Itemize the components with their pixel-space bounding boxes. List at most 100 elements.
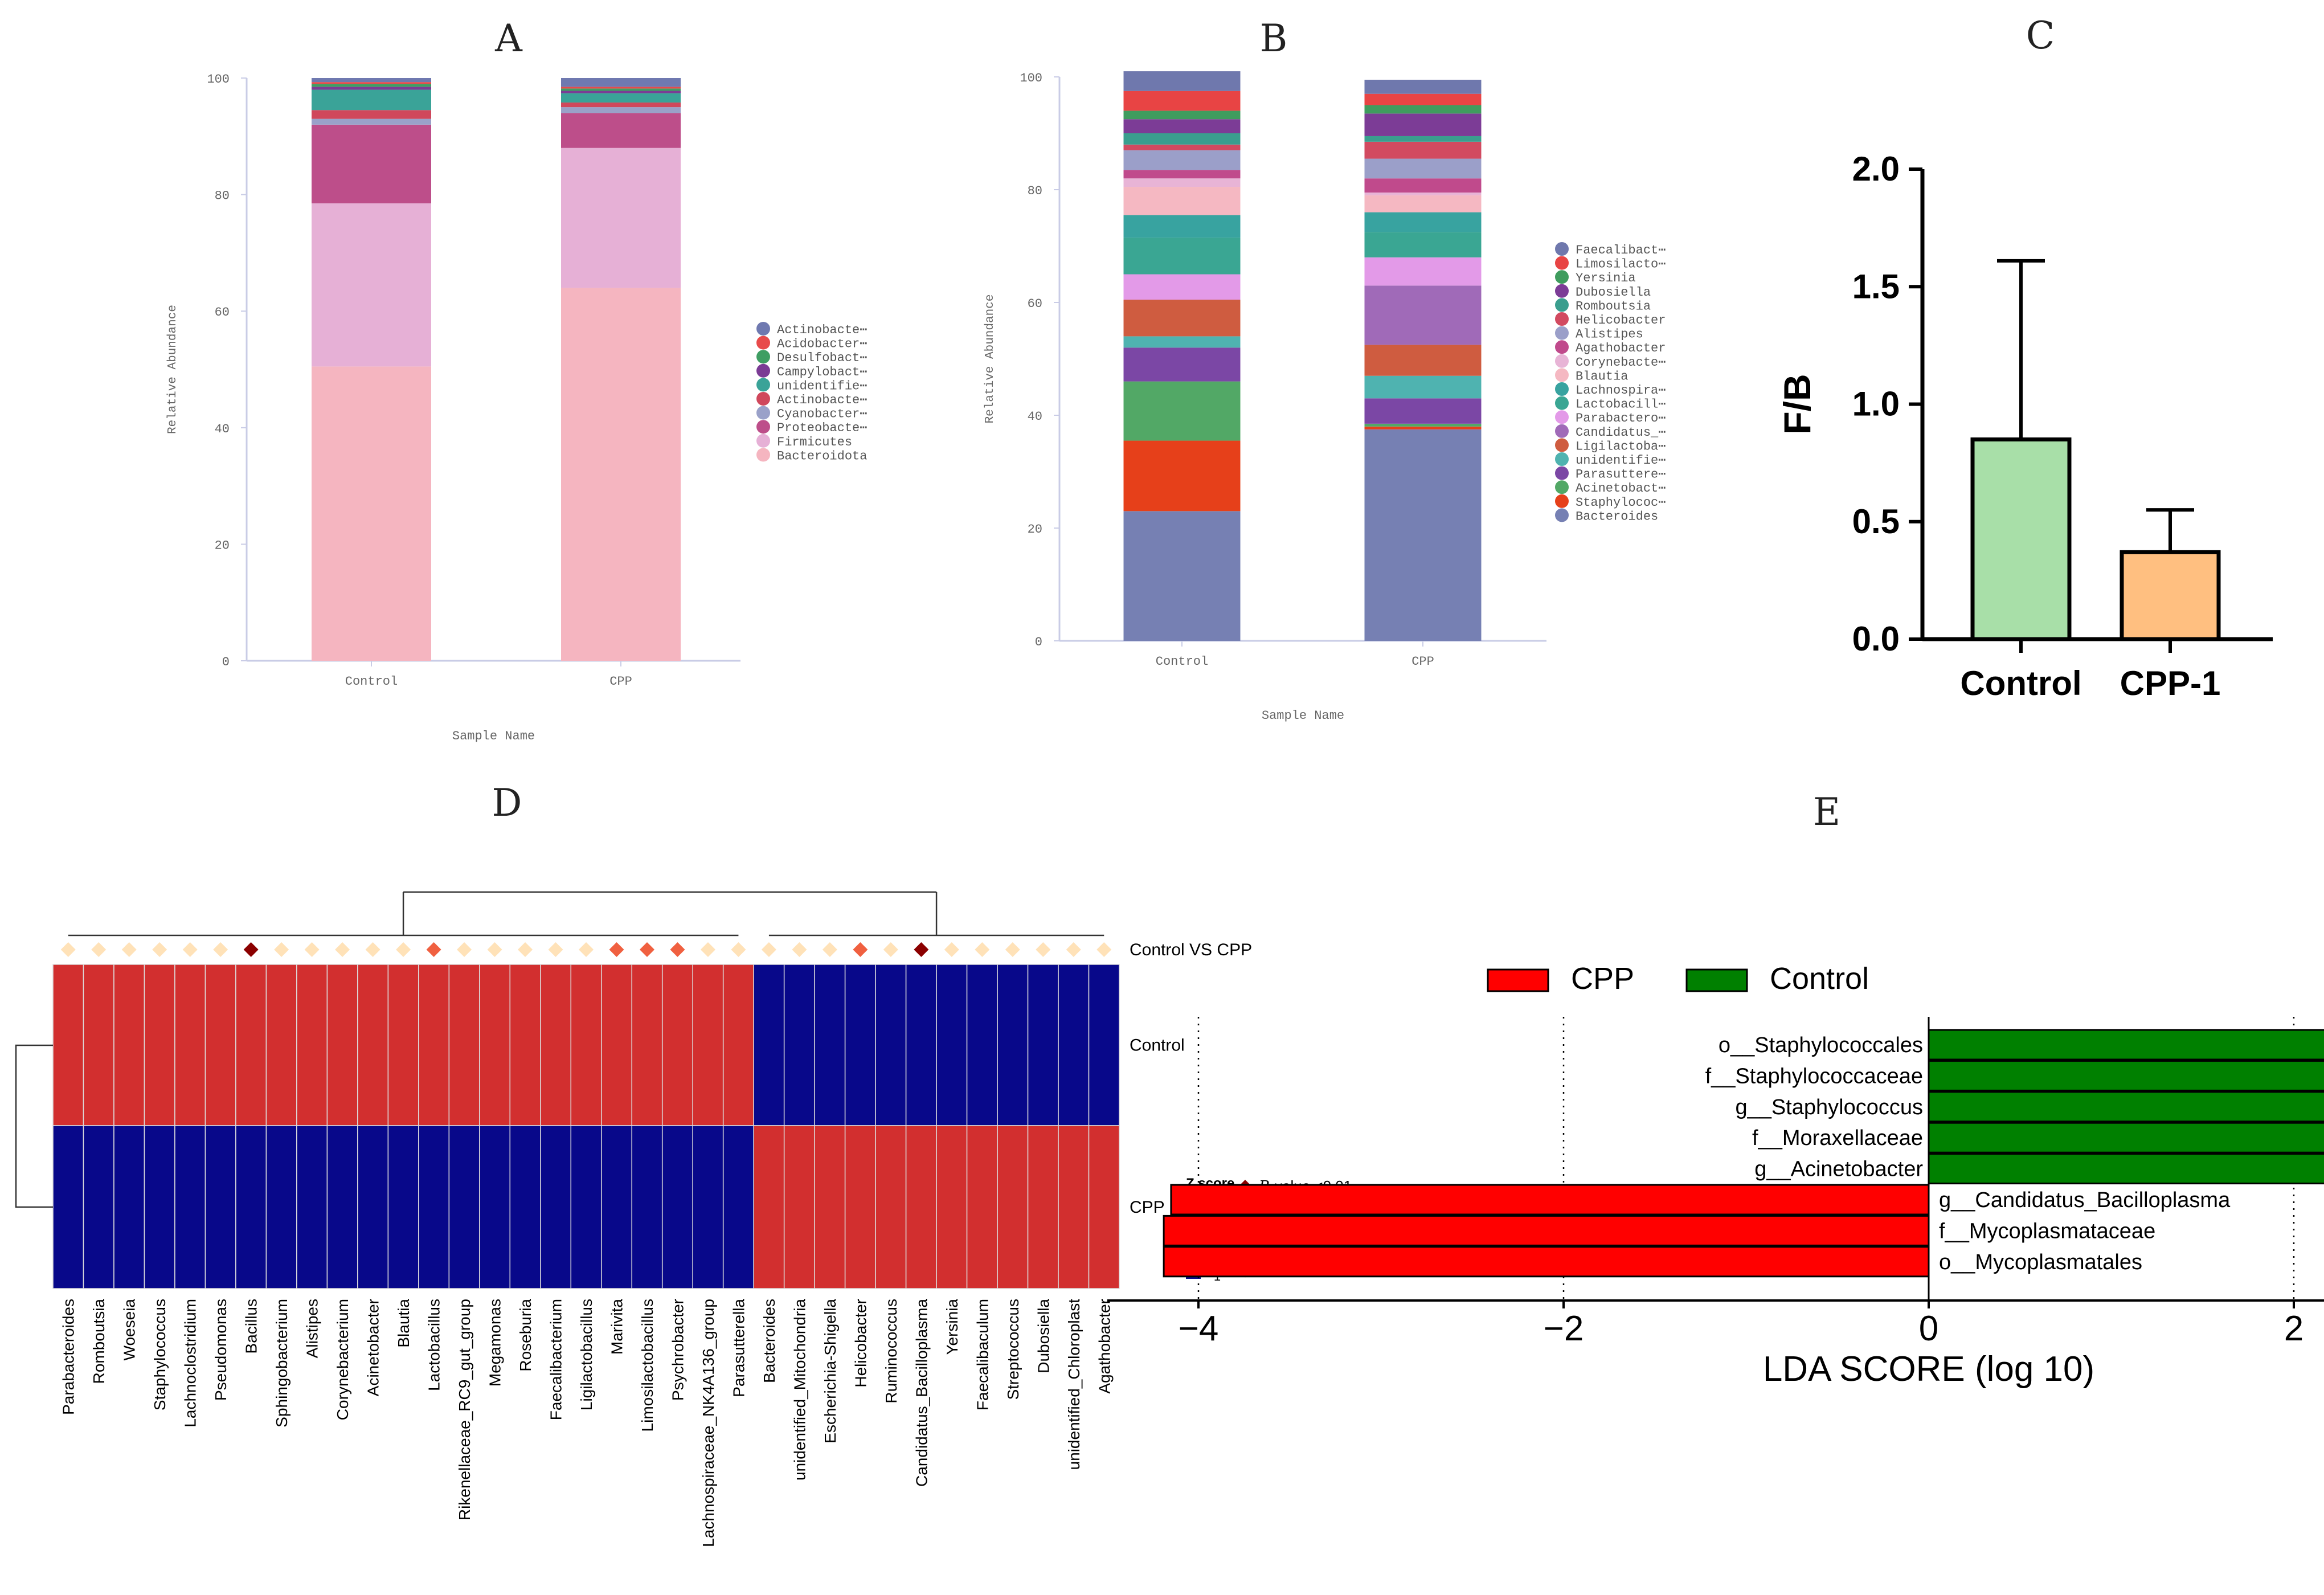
column-label: Parasutterella — [730, 1299, 747, 1397]
heatmap-cell — [722, 964, 754, 1126]
heatmap-cell — [235, 964, 267, 1126]
heatmap-cell — [113, 1125, 145, 1289]
legend-marker — [756, 406, 770, 420]
row-label: CPP — [1130, 1198, 1165, 1217]
significance-marker — [761, 942, 776, 957]
significance-marker — [274, 942, 289, 957]
heatmap-cell — [997, 1125, 1029, 1289]
legend-marker — [1555, 354, 1569, 368]
y-tick-label: 100 — [1020, 71, 1042, 85]
y-tick-label: 1.0 — [1852, 385, 1900, 423]
bar-segment-a-1-9 — [561, 78, 681, 87]
column-label: Candidatus_Bacilloplasma — [913, 1299, 930, 1487]
column-label: Bacteroides — [760, 1299, 778, 1383]
lda-bar-label: o__Staphylococcales — [1719, 1033, 1923, 1057]
bar-segment-a-0-2 — [312, 124, 431, 203]
significance-marker — [487, 942, 502, 957]
column-label: Lachnoclostridium — [182, 1299, 199, 1428]
heatmap-cell — [144, 1125, 175, 1289]
row-dendrogram — [15, 1044, 53, 1208]
x-tick-label: −4 — [1179, 1309, 1219, 1348]
heatmap-cell — [387, 1125, 419, 1289]
heatmap-cell — [357, 1125, 389, 1289]
heatmap-cell — [296, 1125, 328, 1289]
heatmap-cell — [661, 964, 693, 1126]
heatmap-cell — [509, 1125, 541, 1289]
y-tick-label: 100 — [207, 72, 230, 87]
legend-marker — [1555, 508, 1569, 522]
significance-marker — [944, 942, 959, 957]
legend-label: Parasuttere⋯ — [1576, 468, 1666, 482]
significance-marker — [182, 942, 198, 957]
significance-marker — [1066, 942, 1081, 957]
bar-segment-b-1-3 — [1364, 398, 1482, 424]
legend-label: Lachnospira⋯ — [1576, 383, 1666, 398]
column-label: Marivita — [608, 1299, 625, 1355]
panel-title: B — [1260, 17, 1288, 60]
panel-e: E CPP Control o__Staphylococcales f__Staphyl… — [1107, 790, 2324, 1389]
column-label: Romboutsia — [90, 1299, 108, 1384]
bar-segment-b-0-2 — [1123, 381, 1241, 441]
lda-bar — [1170, 1184, 1930, 1216]
bar-segment-b-1-9 — [1364, 212, 1482, 232]
column-label: Staphylococcus — [151, 1299, 169, 1410]
legend-label-control: Control — [1770, 962, 1869, 996]
legend-label: Staphylococ⋯ — [1576, 496, 1666, 510]
heatmap-cell — [418, 1125, 450, 1289]
legend-label: unidentifie⋯ — [1576, 453, 1666, 468]
bar-segment-b-1-6 — [1364, 285, 1482, 345]
y-axis-label: F/B — [1776, 374, 1818, 434]
heatmap-cell — [966, 964, 998, 1126]
heatmap-cell — [235, 1125, 267, 1289]
bar-segment-a-0-1 — [312, 203, 431, 367]
lda-bar — [1928, 1122, 2324, 1154]
column-label: Faecalibaculum — [973, 1299, 991, 1410]
legend-label: Ligilactoba⋯ — [1576, 439, 1666, 453]
legend-marker — [1555, 270, 1569, 284]
bar-segment-b-1-17 — [1364, 105, 1482, 114]
y-tick-label: 2.0 — [1852, 150, 1900, 188]
bar-segment-b-0-19 — [1123, 71, 1241, 91]
panel-d: D Control VS CPP Control CPP Parabacteroides… — [15, 781, 1352, 1547]
heatmap-cell — [905, 1125, 937, 1289]
legend-marker — [756, 322, 770, 336]
heatmap-cell — [296, 964, 328, 1126]
significance-marker — [1036, 942, 1051, 957]
heatmap-cell — [936, 1125, 968, 1289]
x-tick-label: CPP-1 — [2120, 664, 2221, 702]
bar-segment-b-0-12 — [1123, 170, 1241, 179]
legend-marker — [1555, 438, 1569, 452]
panel-c: C 0.0 0.5 1.0 1.5 2.0 F/B Control CPP-1 — [1776, 14, 2273, 702]
significance-marker — [975, 942, 990, 957]
heatmap-cell — [113, 964, 145, 1126]
lda-bar — [1928, 1091, 2324, 1123]
legend-marker — [1555, 410, 1569, 424]
lda-bar-label: g__Acinetobacter — [1754, 1158, 1923, 1181]
legend-label: Cyanobacter⋯ — [777, 407, 867, 422]
significance-marker — [639, 942, 654, 957]
bar-segment-b-1-13 — [1364, 158, 1482, 179]
bar-segment-b-0-16 — [1123, 119, 1241, 133]
bar-segment-a-0-6 — [312, 87, 431, 90]
heatmap-cell — [722, 1125, 754, 1289]
heatmap-cell — [326, 1125, 358, 1289]
column-label: Woeseia — [121, 1299, 138, 1361]
heatmap-cell — [265, 1125, 297, 1289]
x-tick-label: Control — [1156, 655, 1208, 669]
column-label: Blautia — [395, 1299, 412, 1348]
heatmap-cell — [1088, 964, 1120, 1126]
significance-marker — [518, 942, 533, 957]
bar-segment-b-0-11 — [1123, 178, 1241, 187]
column-label: unidentified_Mitochondria — [791, 1299, 808, 1481]
bar-segment-b-0-1 — [1123, 440, 1241, 512]
heatmap-cell — [1027, 1125, 1059, 1289]
bar-segment-b-0-14 — [1123, 144, 1241, 150]
legend-marker — [1555, 326, 1569, 340]
column-label: Acinetobacter — [365, 1299, 382, 1396]
bar-segment-b-1-2 — [1364, 423, 1482, 427]
bar-segment-b-1-4 — [1364, 375, 1482, 399]
heatmap-cell — [875, 1125, 907, 1289]
x-axis-label: Sample Name — [1262, 709, 1344, 723]
legend-label: Acidobacter⋯ — [777, 337, 867, 351]
lda-bar-label: f__Staphylococcaceae — [1705, 1064, 1923, 1088]
